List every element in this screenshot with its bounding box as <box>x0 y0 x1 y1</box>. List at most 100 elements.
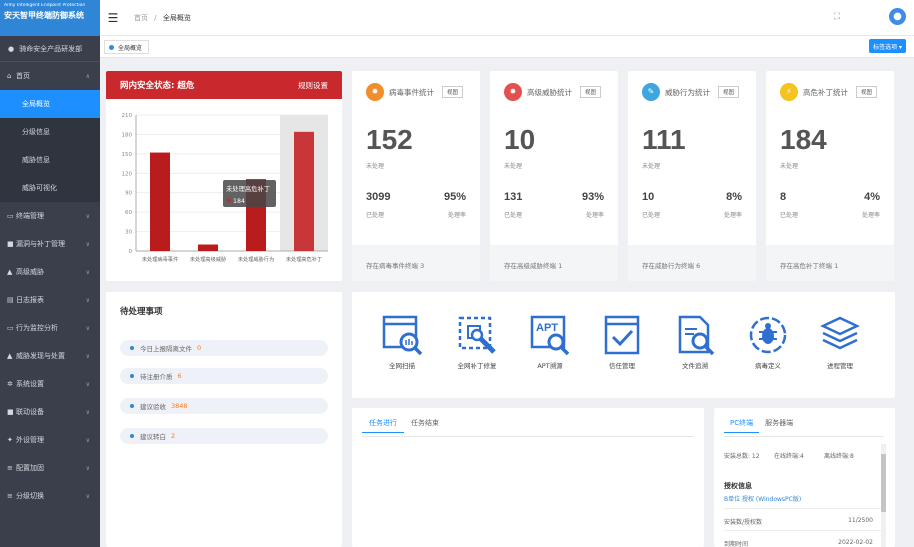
sidebar-item-8[interactable]: ■ 联动设备 ∨ <box>0 398 100 426</box>
pending-item[interactable]: 待注册介质 6 <box>120 368 328 384</box>
chevron-icon: ∨ <box>85 352 90 360</box>
threat-icon: ✸ <box>504 83 522 101</box>
stat-footer[interactable]: 存在威胁行为终端 6 <box>628 245 756 281</box>
auth-link[interactable]: B单位 授权 (WindowsPC版) <box>724 496 802 503</box>
pending-item[interactable]: 建议转白 2 <box>120 428 328 444</box>
pending-label: 建议验收 <box>140 403 166 411</box>
x-tick-label: 未处理高级威胁 <box>190 255 226 263</box>
chevron-icon: ∨ <box>85 324 90 332</box>
view-button[interactable]: 视图 <box>856 86 878 98</box>
sidebar-item-7[interactable]: ✲ 系统设置 ∨ <box>0 370 100 398</box>
bar-1[interactable] <box>198 244 218 251</box>
y-tick-label: 0 <box>129 249 133 255</box>
tooltip-box <box>223 180 276 207</box>
sidebar-subitem-3[interactable]: 威胁可视化 <box>0 174 100 202</box>
handled-count: 8 <box>780 191 787 203</box>
sidebar-item-0[interactable]: ⌂ 首页 ∧ <box>0 62 100 90</box>
fullscreen-icon[interactable]: ⛶ <box>833 12 840 22</box>
stat-title: 高危补丁统计 <box>803 87 848 97</box>
side-menu: ⌂ 首页 ∧ 全局概览 分级信息 威胁信息 威胁可视化 ▭ 终端管理 ∨ ■ 漏洞与补丁管理 ∨ ▲ 高级威… <box>0 62 100 510</box>
tool-full-scan[interactable]: 全网扫描 <box>372 314 432 370</box>
y-tick-label: 30 <box>125 230 132 236</box>
file-trace-icon <box>678 315 715 356</box>
tool-patch-repair[interactable]: 全网补丁修复 <box>447 314 507 370</box>
pending-item[interactable]: 建议验收 3848 <box>120 398 328 414</box>
sidebar-subitem-2[interactable]: 威胁信息 <box>0 146 100 174</box>
bullet-icon <box>130 374 134 378</box>
breadcrumb-home[interactable]: 首页 <box>134 13 148 22</box>
y-tick-label: 60 <box>125 210 132 216</box>
tab-task-running[interactable]: 任务进行 <box>362 418 404 433</box>
view-button[interactable]: 视图 <box>580 86 602 98</box>
stat-footer[interactable]: 存在高级威胁终端 1 <box>490 245 618 281</box>
stat-card-1: ✸ 高级威胁统计 视图 10 未处理 131 93% 已处理 处理率 存在高级威胁终端 1 <box>490 71 618 281</box>
breadcrumb: 首页 / 全局概览 <box>134 13 191 23</box>
tool-file-trace[interactable]: 文件追溯 <box>665 314 725 370</box>
bar-0[interactable] <box>150 152 170 251</box>
org-selector[interactable]: ● 骑命安全产品研发部 <box>0 36 100 62</box>
bar-3[interactable] <box>294 131 314 251</box>
stat-footer[interactable]: 存在高危补丁终端 1 <box>766 245 894 281</box>
tab-server-terminal[interactable]: 服务器端 <box>765 419 794 427</box>
chevron-icon: ∨ <box>85 212 90 220</box>
view-button[interactable]: 视图 <box>442 86 464 98</box>
stat-footer[interactable]: 存在病毒事件终端 3 <box>352 245 480 281</box>
y-tick-label: 210 <box>122 113 133 119</box>
sidebar-subitem-0[interactable]: 全局概览 <box>0 90 100 118</box>
sidebar-item-1[interactable]: ▭ 终端管理 ∨ <box>0 202 100 230</box>
sidebar-item-6[interactable]: ▲ 威胁发现与处置 ∨ <box>0 342 100 370</box>
tab-global-overview[interactable]: 全局概览 <box>104 40 150 54</box>
tool-virus-define[interactable]: 病毒定义 <box>738 314 798 370</box>
bullet-icon <box>130 404 134 408</box>
sidebar-item-3[interactable]: ▲ 高级威胁 ∨ <box>0 258 100 286</box>
rate-label: 处理率 <box>585 212 604 219</box>
sidebar-item-4[interactable]: ▤ 日志报表 ∨ <box>0 286 100 314</box>
hamburger-menu-icon[interactable]: ☰ <box>107 10 119 25</box>
threat-icon: ▲ <box>7 268 13 276</box>
sidebar-item-2[interactable]: ■ 漏洞与补丁管理 ∨ <box>0 230 100 258</box>
x-tick-label: 未处理高危补丁 <box>286 255 322 263</box>
tool-label: 全网扫描 <box>389 362 415 370</box>
divider <box>362 436 694 437</box>
sidebar-subitem-1[interactable]: 分级信息 <box>0 118 100 146</box>
unhandled-count: 10 <box>504 124 536 155</box>
logo-en: Anhy Intelligent Endpoint Protection <box>4 3 86 8</box>
peripheral-icon: ✦ <box>7 436 13 444</box>
pending-count: 6 <box>177 372 182 380</box>
rate-label: 处理率 <box>723 212 742 219</box>
chart-tooltip: 未处理高危补丁 184 <box>223 180 276 207</box>
user-avatar-icon[interactable]: ● <box>889 8 906 25</box>
tool-label: 信任管理 <box>609 362 635 370</box>
unhandled-label: 未处理 <box>780 163 799 170</box>
tool-label: 全网补丁修复 <box>457 362 497 370</box>
svg-text:APT: APT <box>536 322 558 334</box>
stat-header: ⚡ 高危补丁统计 视图 <box>766 71 894 101</box>
logo: Anhy Intelligent Endpoint Protection 安天智… <box>0 0 100 36</box>
sidebar-item-9[interactable]: ✦ 外设管理 ∨ <box>0 426 100 454</box>
view-button[interactable]: 视图 <box>718 86 740 98</box>
stat-title: 病毒事件统计 <box>389 87 434 97</box>
org-name: 骑命安全产品研发部 <box>19 44 83 53</box>
sidebar-item-10[interactable]: ≡ 配置加固 ∨ <box>0 454 100 482</box>
rule-settings-link[interactable]: 规则设置 <box>298 80 328 90</box>
tool-trust-manage[interactable]: 信任管理 <box>592 314 652 370</box>
unhandled-count: 152 <box>366 124 413 155</box>
tool-apt-trace[interactable]: APT APT溯源 <box>520 314 580 370</box>
chevron-icon: ∨ <box>85 464 90 472</box>
full-scan-icon <box>382 315 423 356</box>
sidebar-item-5[interactable]: ▭ 行为监控分析 ∨ <box>0 314 100 342</box>
threat-bar-chart: 0 30 60 90 120 150 180 210 未处理病毒事件 未处理高级威胁 未处理威胁行为… <box>122 113 328 263</box>
pending-item[interactable]: 今日上报隔离文件 0 <box>120 340 328 356</box>
scrollbar-thumb[interactable] <box>881 454 886 512</box>
tab-options-button[interactable]: 标签选项 ▾ <box>869 39 906 53</box>
scrollbar[interactable] <box>881 444 886 547</box>
pending-label: 建议转白 <box>140 433 166 441</box>
tab-pc-terminal[interactable]: PC终端 <box>724 418 760 433</box>
online-count: 在线终端:4 <box>774 453 804 460</box>
sidebar-item-11[interactable]: ≡ 分级切换 ∨ <box>0 482 100 510</box>
stat-header: ✸ 高级威胁统计 视图 <box>490 71 618 101</box>
tool-process-manage[interactable]: 进程管理 <box>810 314 870 370</box>
security-status-card: 网内安全状态: 超危 规则设置 0 30 60 90 120 150 180 210 未处理病毒… <box>106 71 342 281</box>
tab-task-done[interactable]: 任务结束 <box>411 419 439 427</box>
handled-label: 已处理 <box>642 212 661 219</box>
